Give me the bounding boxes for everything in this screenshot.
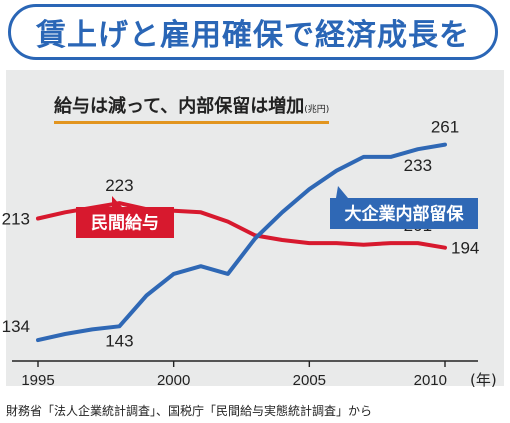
series-tag-wages-box (76, 207, 174, 238)
data-label-1-0: 134 (2, 317, 30, 336)
data-label-1-3: 143 (105, 331, 133, 350)
chart-subtitle-text: 給与は減って、内部保留は増加 (54, 96, 305, 117)
series-line-1 (36, 142, 447, 343)
series-tag-reserves-pointer (336, 186, 348, 198)
data-label-0-0: 213 (2, 209, 30, 228)
data-label-0-15: 194 (451, 239, 479, 258)
data-label-1-15: 261 (431, 118, 459, 137)
series-tag-wages-pointer (112, 196, 122, 207)
x-tick-label-2000: 2000 (157, 372, 190, 389)
chart-subtitle: 給与は減って、内部保留は増加(兆円) (54, 92, 330, 124)
source-note: 財務省「法人企業統計調査」、国税庁「民間給与実態統計調査」から (6, 404, 373, 418)
x-tick-label-2010: 2010 (414, 372, 447, 389)
page-title: 賃上げと雇用確保で経済成長を (36, 18, 470, 53)
series-line-0 (36, 201, 447, 250)
series-tag-reserves-box (330, 198, 478, 229)
x-tick-label-1995: 1995 (21, 372, 54, 389)
data-label-0-3: 223 (105, 176, 133, 195)
x-tick-label-2005: 2005 (293, 372, 326, 389)
unit-label: (兆円) (304, 105, 330, 115)
series-tag-reserves-text: 大企業内部留保 (345, 204, 465, 225)
series-tag-wages-text: 民間給与 (91, 213, 159, 234)
data-label-1-14: 233 (404, 156, 432, 175)
x-axis-unit: (年) (470, 371, 497, 389)
title-banner: 賃上げと雇用確保で経済成長を (8, 4, 498, 60)
